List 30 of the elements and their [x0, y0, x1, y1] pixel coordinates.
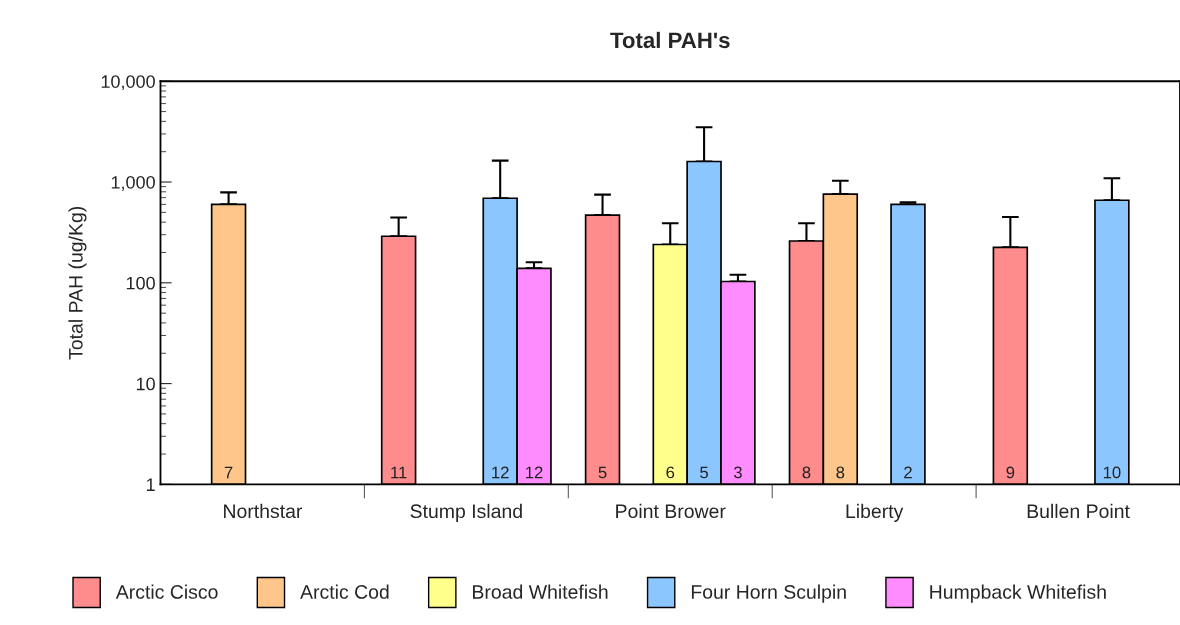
- annotation: 5: [700, 466, 709, 479]
- y-axis-title: Total PAH (ug/Kg): [68, 206, 87, 360]
- legend-label: Four Horn Sculpin: [691, 584, 846, 603]
- annotation: 3: [733, 466, 742, 479]
- annotation: 7: [224, 466, 233, 479]
- legend-label: Arctic Cod: [300, 584, 389, 599]
- y-tick-label: 10: [136, 377, 155, 391]
- annotation: 6: [666, 466, 675, 479]
- annotation: 5: [598, 466, 607, 479]
- annotation: 12: [492, 466, 509, 479]
- y-tick-label: 10,000: [101, 75, 155, 91]
- legend-label: Humpback Whitefish: [930, 584, 1106, 603]
- annotation: 2: [904, 466, 912, 479]
- y-tick-label: 1: [146, 478, 155, 491]
- x-tick-label: Stump Island: [410, 503, 522, 522]
- x-tick-label: Bullen Point: [1027, 503, 1130, 519]
- chart-title: Total PAH's: [610, 31, 730, 49]
- legend-label: Broad Whitefish: [473, 584, 608, 599]
- annotation: 9: [1006, 466, 1015, 479]
- annotation: 11: [391, 466, 407, 479]
- annotation: 8: [836, 466, 845, 479]
- legend-label: Arctic Cisco: [115, 584, 218, 599]
- annotation: 12: [526, 466, 543, 479]
- annotation: 8: [802, 466, 811, 479]
- y-tick-label: 100: [126, 276, 155, 290]
- y-tick-label: 1,000: [111, 175, 155, 191]
- x-tick-label: Liberty: [846, 503, 904, 522]
- x-tick-label: Point Brower: [616, 503, 726, 519]
- annotation: 10: [1103, 466, 1121, 479]
- x-tick-label: Northstar: [224, 503, 303, 519]
